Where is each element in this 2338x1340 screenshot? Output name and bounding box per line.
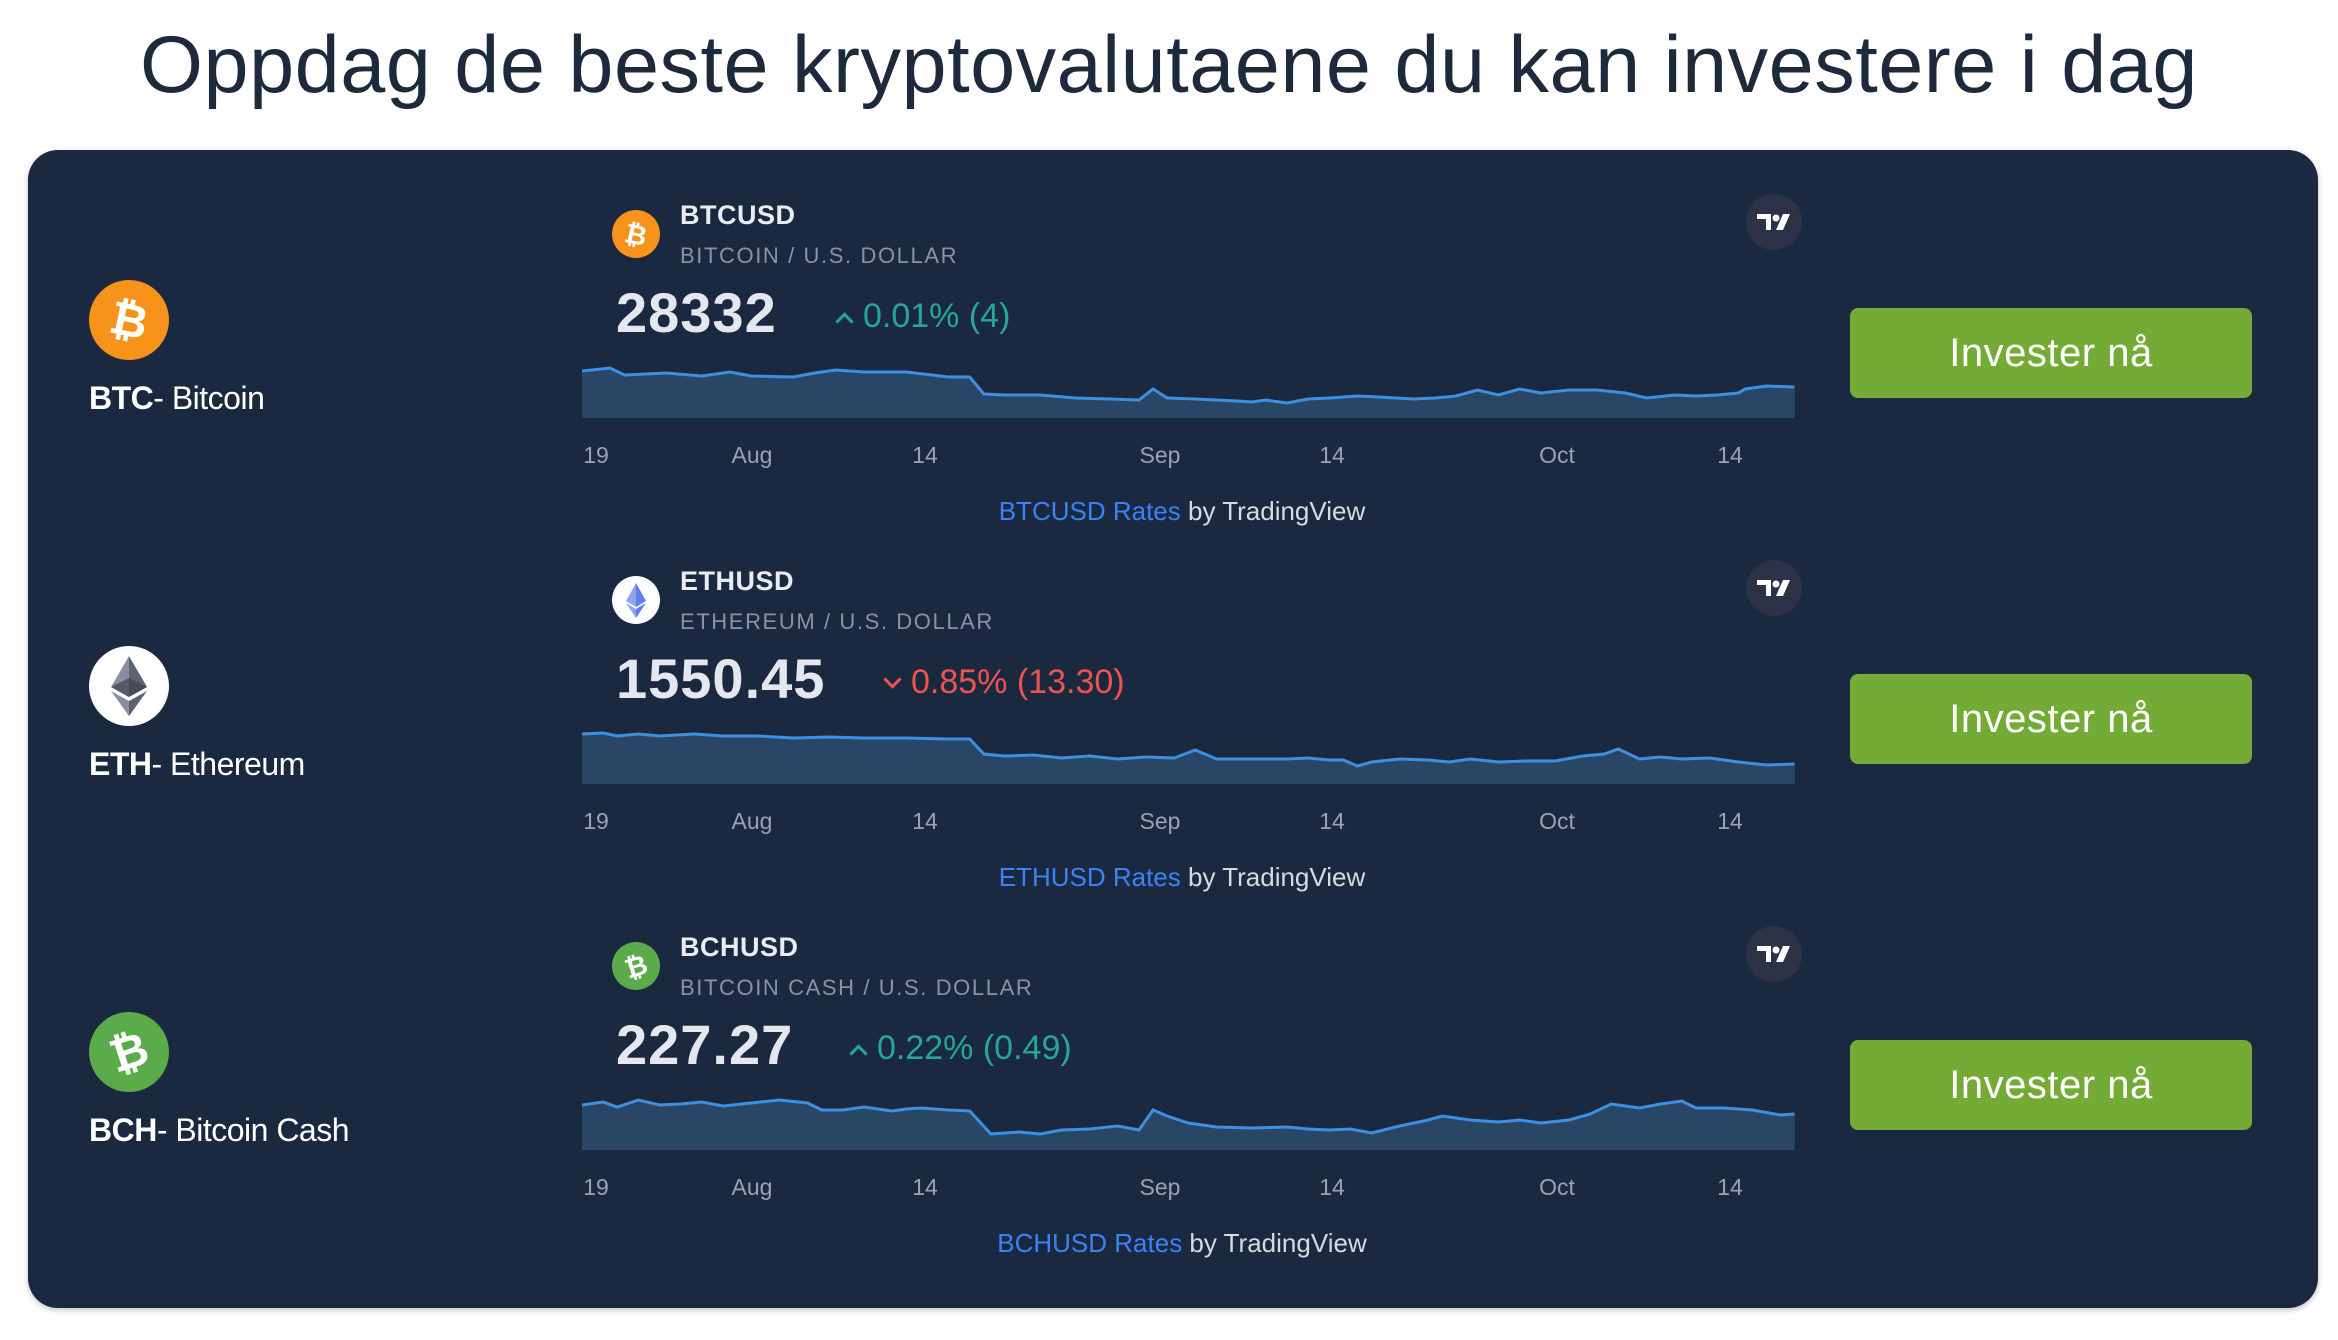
- footer-text: by TradingView: [1180, 862, 1366, 892]
- tick-label: 19: [583, 808, 609, 834]
- rates-link[interactable]: BCHUSD Rates: [997, 1228, 1183, 1258]
- tradingview-widget-btcusd[interactable]: ₿ BTCUSD BITCOIN / U.S. DOLLAR 28332 0.0…: [552, 150, 1812, 526]
- ethereum-icon: [612, 576, 660, 624]
- tick-label: Oct: [1539, 442, 1575, 468]
- tradingview-logo-icon[interactable]: [1746, 926, 1802, 982]
- price-change-value: 0.01% (4): [863, 297, 1011, 335]
- tick-label: 14: [1319, 442, 1345, 468]
- arrow-up-icon: [849, 1044, 868, 1063]
- page-title: Oppdag de beste kryptovalutaene du kan i…: [140, 20, 2198, 110]
- coin-fullname: - Bitcoin Cash: [156, 1112, 350, 1148]
- tick-label: Aug: [731, 442, 773, 468]
- time-axis: 19 Aug 14 Sep 14 Oct 14: [552, 1174, 1812, 1204]
- symbol-description: BITCOIN / U.S. DOLLAR: [680, 243, 959, 268]
- tick-label: Sep: [1139, 808, 1181, 834]
- tick-label: Oct: [1539, 808, 1575, 834]
- crypto-row-eth: ETH- Ethereum ETHUSD ETHEREUM / U.S. DOL…: [28, 516, 2318, 892]
- price-value: 1550.45: [616, 647, 826, 710]
- tick-label: 19: [583, 442, 609, 468]
- tick-label: 14: [1717, 808, 1743, 834]
- coin-name: BTC- Bitcoin: [89, 380, 265, 417]
- symbol-label: ETHUSD: [680, 566, 795, 596]
- crypto-row-bch: ₿ BCH- Bitcoin Cash ₿ BCHUSD BITCOIN CAS…: [28, 882, 2318, 1258]
- coin-ticker: ETH: [89, 746, 152, 782]
- symbol-label: BCHUSD: [680, 932, 799, 962]
- sparkline-chart: [582, 724, 1796, 784]
- tick-label: 14: [912, 1174, 938, 1200]
- footer-text: by TradingView: [1182, 1228, 1367, 1258]
- tick-label: Oct: [1539, 1174, 1575, 1200]
- price-change: 0.22% (0.49): [849, 1029, 1072, 1068]
- coin-name: ETH- Ethereum: [89, 746, 305, 783]
- price-value: 227.27: [616, 1013, 794, 1076]
- tradingview-widget-ethusd[interactable]: ETHUSD ETHEREUM / U.S. DOLLAR 1550.45 0.…: [552, 516, 1812, 892]
- invest-button[interactable]: Invester nå: [1850, 1040, 2252, 1130]
- price-change-value: 0.22% (0.49): [877, 1029, 1072, 1067]
- bitcoin-cash-icon: ₿: [612, 942, 660, 990]
- rates-link[interactable]: ETHUSD Rates: [998, 862, 1181, 892]
- ethereum-icon: [89, 646, 169, 726]
- tick-label: 14: [1319, 1174, 1345, 1200]
- tick-label: Sep: [1139, 1174, 1181, 1200]
- time-axis: 19 Aug 14 Sep 14 Oct 14: [552, 808, 1812, 838]
- symbol-description: ETHEREUM / U.S. DOLLAR: [680, 609, 994, 634]
- rates-link[interactable]: BTCUSD Rates: [998, 496, 1181, 526]
- sparkline-chart: [582, 1090, 1796, 1150]
- symbol-label: BTCUSD: [680, 200, 796, 230]
- time-axis: 19 Aug 14 Sep 14 Oct 14: [552, 442, 1812, 472]
- tick-label: 14: [1319, 808, 1345, 834]
- sparkline-chart: [582, 358, 1796, 418]
- tick-label: 14: [912, 442, 938, 468]
- widget-footer: ETHUSD Rates by TradingView: [552, 862, 1812, 893]
- price-change-value: 0.85% (13.30): [911, 663, 1125, 701]
- bitcoin-icon: ₿: [89, 280, 169, 360]
- tick-label: Aug: [731, 808, 773, 834]
- bitcoin-icon: ₿: [612, 210, 660, 258]
- bitcoin-cash-icon: ₿: [89, 1012, 169, 1092]
- symbol-description: BITCOIN CASH / U.S. DOLLAR: [680, 975, 1034, 1000]
- tick-label: 19: [583, 1174, 609, 1200]
- widget-footer: BCHUSD Rates by TradingView: [552, 1228, 1812, 1259]
- arrow-up-icon: [835, 312, 854, 331]
- tick-label: 14: [1717, 1174, 1743, 1200]
- tradingview-logo-icon[interactable]: [1746, 560, 1802, 616]
- price-value: 28332: [616, 281, 777, 344]
- price-change: 0.85% (13.30): [883, 663, 1125, 702]
- coin-name: BCH- Bitcoin Cash: [89, 1112, 350, 1149]
- coin-fullname: - Bitcoin: [153, 380, 265, 416]
- widget-footer: BTCUSD Rates by TradingView: [552, 496, 1812, 527]
- invest-button[interactable]: Invester nå: [1850, 674, 2252, 764]
- crypto-row-btc: ₿ BTC- Bitcoin ₿ BTCUSD BITCOIN / U.S. D…: [28, 150, 2318, 526]
- arrow-down-icon: [883, 670, 902, 689]
- invest-button[interactable]: Invester nå: [1850, 308, 2252, 398]
- tick-label: 14: [1717, 442, 1743, 468]
- footer-text: by TradingView: [1180, 496, 1366, 526]
- tradingview-widget-bchusd[interactable]: ₿ BCHUSD BITCOIN CASH / U.S. DOLLAR 227.…: [552, 882, 1812, 1258]
- tick-label: Sep: [1139, 442, 1181, 468]
- price-change: 0.01% (4): [835, 297, 1011, 336]
- coin-ticker: BTC: [89, 380, 154, 416]
- tick-label: 14: [912, 808, 938, 834]
- coin-fullname: - Ethereum: [151, 746, 306, 782]
- tradingview-logo-icon[interactable]: [1746, 194, 1802, 250]
- crypto-panel: ₿ BTC- Bitcoin ₿ BTCUSD BITCOIN / U.S. D…: [28, 150, 2318, 1308]
- tick-label: Aug: [731, 1174, 773, 1200]
- coin-ticker: BCH: [89, 1112, 157, 1148]
